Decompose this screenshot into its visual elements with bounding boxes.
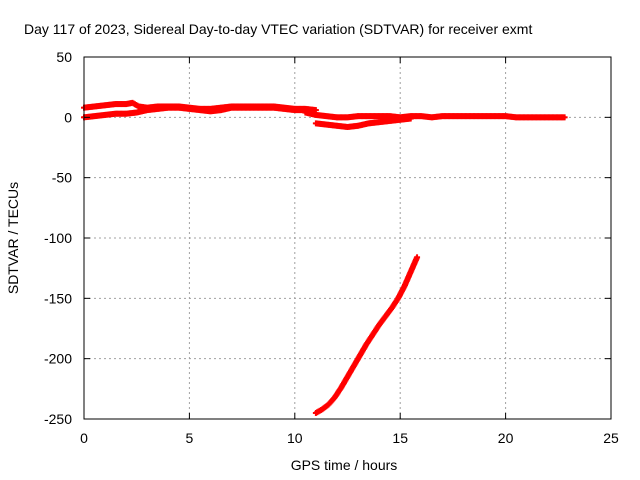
series-lower-track [81,104,309,121]
x-tick-label: 5 [186,430,194,446]
x-tick-label: 25 [603,430,619,446]
y-axis-label: SDTVAR / TECUs [5,182,21,294]
x-tick-label: 0 [80,430,88,446]
y-tick-label: -50 [52,170,72,186]
data-series [81,99,568,416]
y-tick-label: -250 [44,411,72,427]
x-tick-label: 10 [287,430,303,446]
y-tick-label: 50 [56,49,72,65]
y-tick-label: -150 [44,290,72,306]
x-tick-label: 20 [498,430,514,446]
y-tick-label: -100 [44,230,72,246]
y-tick-label: -200 [44,351,72,367]
x-axis-label: GPS time / hours [291,457,398,473]
axis-ticks: 0 5 10 15 20 25 -250 -200 -150 -100 -50 0 50 [44,49,619,446]
series-steep-rise [312,254,421,416]
x-tick-label: 15 [392,430,408,446]
series-flat-tail [302,109,568,121]
y-tick-label: 0 [64,109,72,125]
chart-title: Day 117 of 2023, Sidereal Day-to-day VTE… [24,21,532,37]
